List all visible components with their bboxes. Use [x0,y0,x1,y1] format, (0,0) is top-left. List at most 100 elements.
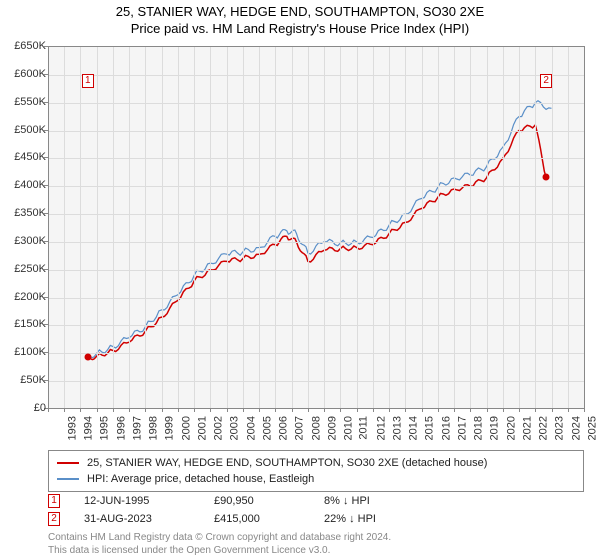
gridline-v [113,47,114,409]
x-axis-label: 2021 [521,416,533,440]
x-axis-label: 2022 [538,416,550,440]
x-axis-label: 2014 [408,416,420,440]
gridline-v [145,47,146,409]
gridline-v [535,47,536,409]
y-axis-label: £200K [2,291,46,303]
gridline-v [308,47,309,409]
x-tick [568,408,569,412]
y-axis-label: £300K [2,235,46,247]
sales-row: 1 12-JUN-1995 £90,950 8% ↓ HPI [48,492,584,510]
x-tick [438,408,439,412]
gridline-v [454,47,455,409]
gridline-v [438,47,439,409]
x-tick [129,408,130,412]
x-tick [389,408,390,412]
attribution-line: Contains HM Land Registry data © Crown c… [48,532,391,545]
gridline-v [405,47,406,409]
x-tick [48,408,49,412]
title-block: 25, STANIER WAY, HEDGE END, SOUTHAMPTON,… [0,0,600,36]
x-tick [145,408,146,412]
y-axis-label: £50K [2,374,46,386]
sale-marker-label: 2 [540,74,552,88]
x-tick [519,408,520,412]
x-tick [97,408,98,412]
x-tick [373,408,374,412]
legend-label: HPI: Average price, detached house, East… [87,473,314,485]
gridline-v [162,47,163,409]
x-tick [308,408,309,412]
x-axis-label: 2013 [391,416,403,440]
attribution: Contains HM Land Registry data © Crown c… [48,532,391,557]
y-axis-label: £350K [2,207,46,219]
gridline-v [194,47,195,409]
x-axis-label: 2025 [586,416,598,440]
x-tick [194,408,195,412]
x-axis-label: 2007 [294,416,306,440]
x-tick [113,408,114,412]
gridline-v [97,47,98,409]
x-axis-label: 2012 [375,416,387,440]
legend: 25, STANIER WAY, HEDGE END, SOUTHAMPTON,… [48,450,584,492]
gridline-v [243,47,244,409]
gridline-v [275,47,276,409]
gridline-v [519,47,520,409]
y-axis-label: £100K [2,346,46,358]
y-axis-label: £650K [2,40,46,52]
x-axis-label: 2019 [489,416,501,440]
gridline-v [292,47,293,409]
x-axis-label: 1999 [164,416,176,440]
gridline-v [80,47,81,409]
x-axis-label: 2023 [554,416,566,440]
title-sub: Price paid vs. HM Land Registry's House … [0,21,600,36]
series-hpi [88,101,552,358]
x-tick [487,408,488,412]
x-axis-label: 2000 [180,416,192,440]
gridline-v [227,47,228,409]
y-axis-label: £150K [2,318,46,330]
gridline-v [503,47,504,409]
gridline-v [552,47,553,409]
legend-item: HPI: Average price, detached house, East… [57,471,575,487]
x-axis-label: 2009 [326,416,338,440]
gridline-v [259,47,260,409]
x-axis-label: 2011 [358,416,370,440]
gridline-v [422,47,423,409]
x-axis-label: 2003 [229,416,241,440]
x-tick [259,408,260,412]
x-axis-label: 2016 [440,416,452,440]
y-axis-label: £550K [2,96,46,108]
y-axis-label: £400K [2,179,46,191]
x-axis-label: 2008 [310,416,322,440]
sales-row: 2 31-AUG-2023 £415,000 22% ↓ HPI [48,510,584,528]
gridline-v [210,47,211,409]
x-tick [405,408,406,412]
x-tick [470,408,471,412]
x-tick [178,408,179,412]
x-tick [275,408,276,412]
x-axis-label: 2006 [278,416,290,440]
sale-hpi-delta: 8% ↓ HPI [324,495,370,507]
sale-date: 12-JUN-1995 [84,495,214,507]
x-axis-label: 1995 [99,416,111,440]
gridline-v [568,47,569,409]
y-axis-label: £250K [2,263,46,275]
x-tick [357,408,358,412]
x-axis-label: 1996 [115,416,127,440]
x-tick [227,408,228,412]
sale-hpi-delta: 22% ↓ HPI [324,513,376,525]
legend-swatch [57,478,79,480]
x-tick [422,408,423,412]
legend-swatch [57,462,79,464]
x-axis-label: 2018 [473,416,485,440]
attribution-line: This data is licensed under the Open Gov… [48,545,391,558]
chart-plot-area [48,46,585,409]
x-axis-label: 1998 [148,416,160,440]
x-axis-label: 1994 [83,416,95,440]
x-axis-label: 2024 [570,416,582,440]
gridline-v [178,47,179,409]
sale-marker-dot [84,354,91,361]
sale-price: £415,000 [214,513,324,525]
x-axis-label: 2002 [213,416,225,440]
x-tick [243,408,244,412]
gridline-v [129,47,130,409]
